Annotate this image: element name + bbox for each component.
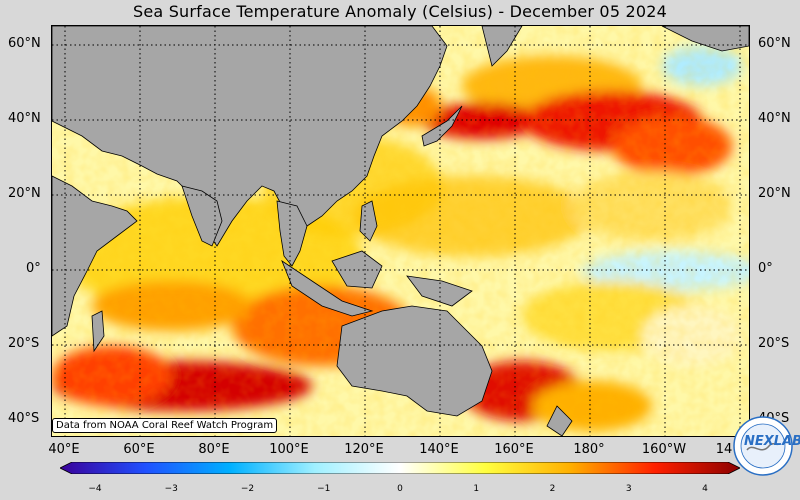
lat-label-right: 60°N: [758, 36, 791, 51]
lon-label: 160°E: [494, 442, 534, 457]
colorbar-tick-label: 1: [473, 484, 480, 494]
data-credit: Data from NOAA Coral Reef Watch Program: [52, 418, 278, 433]
lon-label: 160°W: [641, 442, 687, 457]
colorbar-tick-label: 2: [549, 484, 556, 494]
map-canvas: [52, 26, 749, 436]
lon-label: 14: [715, 442, 733, 457]
land-masses: [52, 26, 749, 436]
lat-label-right: 20°N: [758, 186, 791, 201]
lon-label: 40°E: [48, 442, 80, 457]
nexlab-logo: [733, 416, 793, 476]
lon-label: 60°E: [123, 442, 155, 457]
lat-label-left: 0°: [26, 261, 41, 276]
colorbar-bar: [60, 462, 740, 474]
colorbar-tick-label: −3: [164, 484, 178, 494]
lat-label-right: 20°S: [758, 336, 790, 351]
lat-label-right: 0°: [758, 261, 773, 276]
colorbar-tick-label: −2: [240, 484, 255, 494]
lat-label-right: 40°N: [758, 111, 791, 126]
lat-label-left: 20°N: [8, 186, 41, 201]
lat-label-left: 60°N: [8, 36, 41, 51]
lat-label-left: 40°N: [8, 111, 41, 126]
colorbar-tick-label: 3: [625, 484, 632, 494]
logo-text: NEXLAB: [744, 434, 800, 449]
colorbar-tick-label: 0: [397, 484, 403, 494]
colorbar-tick-label: −4: [88, 484, 102, 494]
lon-label: 80°E: [198, 442, 230, 457]
lon-label: 120°E: [344, 442, 384, 457]
graticule: [52, 26, 749, 436]
colorbar: [60, 462, 740, 474]
colorbar-tick-label: −1: [317, 484, 331, 494]
lat-label-left: 40°S: [8, 411, 40, 426]
colorbar-tick-label: 4: [702, 484, 708, 494]
sst-anomaly-map: [51, 25, 750, 437]
lon-label: 100°E: [269, 442, 309, 457]
lon-label: 140°E: [419, 442, 459, 457]
map-title: Sea Surface Temperature Anomaly (Celsius…: [133, 2, 667, 21]
lon-label: 180°: [573, 442, 605, 457]
lat-label-left: 20°S: [8, 336, 40, 351]
